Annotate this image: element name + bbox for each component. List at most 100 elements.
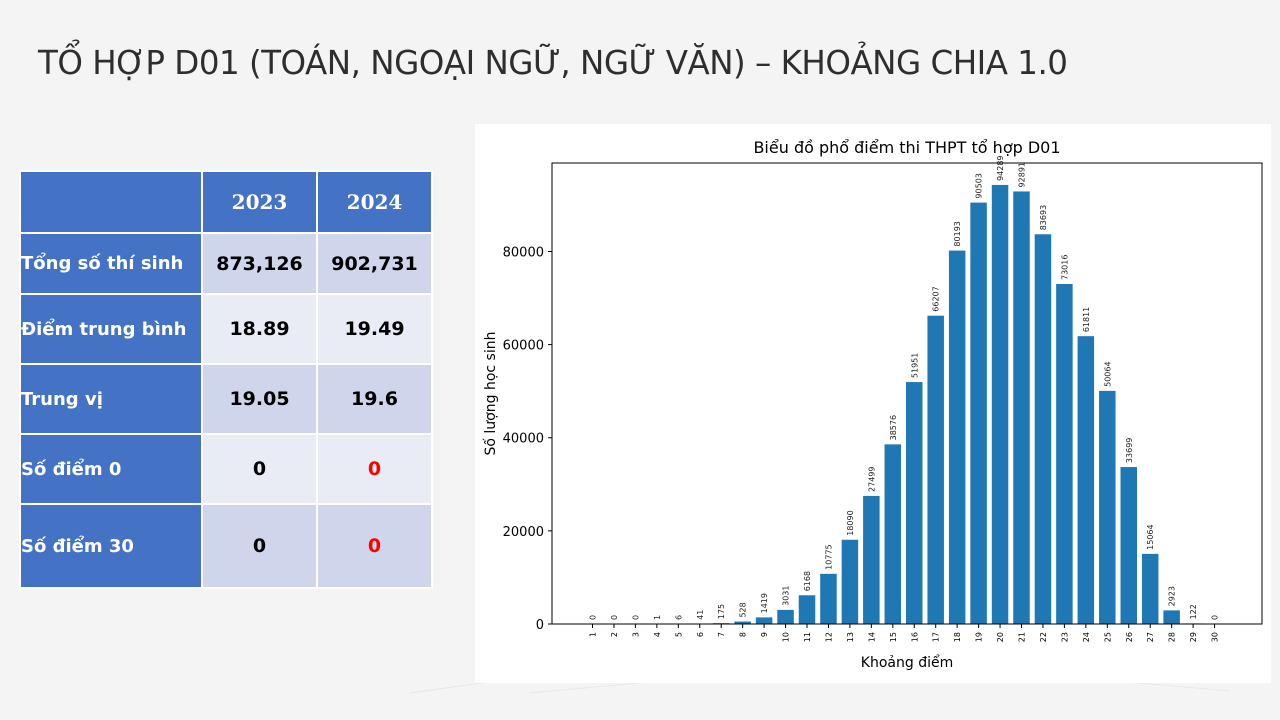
row-label: Số điểm 30 xyxy=(19,503,203,589)
x-tick-label: 18 xyxy=(953,632,962,642)
value-2023: 18.89 xyxy=(201,293,318,365)
table-row: Điểm trung bình 18.89 19.49 xyxy=(19,293,433,365)
data-label: 528 xyxy=(739,602,748,617)
value-2023: 0 xyxy=(201,503,318,589)
value-2024: 19.49 xyxy=(316,293,433,365)
bar xyxy=(1120,467,1137,624)
data-label: 90503 xyxy=(975,173,984,198)
data-label: 92891 xyxy=(1018,162,1027,187)
bar xyxy=(734,621,751,624)
x-tick-label: 8 xyxy=(739,632,748,637)
row-label: Số điểm 0 xyxy=(19,433,203,505)
y-tick-label: 20000 xyxy=(503,525,544,540)
data-label: 0 xyxy=(631,615,640,620)
x-tick-label: 6 xyxy=(696,632,705,637)
x-tick-label: 17 xyxy=(932,632,941,642)
row-label: Điểm trung bình xyxy=(19,293,203,365)
x-tick-label: 25 xyxy=(1103,632,1112,642)
x-tick-label: 28 xyxy=(1168,632,1177,642)
bar xyxy=(1163,610,1180,624)
value-2024: 19.6 xyxy=(316,363,433,435)
value-2024: 902,731 xyxy=(316,232,433,295)
year-header-2024: 2024 xyxy=(316,170,433,234)
chart-title: Biểu đồ phổ điểm thi THPT tổ hợp D01 xyxy=(753,138,1060,157)
bar xyxy=(884,444,902,624)
x-tick-label: 1 xyxy=(589,632,598,637)
x-tick-label: 11 xyxy=(803,632,812,642)
year-header-2023: 2023 xyxy=(201,170,318,234)
data-label: 51951 xyxy=(910,353,919,378)
data-label: 41 xyxy=(696,610,705,620)
x-tick-label: 19 xyxy=(975,632,984,642)
x-tick-label: 24 xyxy=(1082,632,1091,642)
bar xyxy=(970,202,987,624)
row-label: Tổng số thí sinh xyxy=(19,232,203,295)
x-tick-label: 14 xyxy=(867,632,876,642)
x-tick-label: 21 xyxy=(1018,632,1027,642)
x-tick-label: 7 xyxy=(717,632,726,637)
data-label: 0 xyxy=(1211,615,1220,620)
x-tick-label: 15 xyxy=(889,632,898,642)
bar xyxy=(755,617,773,624)
data-label: 6168 xyxy=(803,571,812,591)
x-tick-label: 29 xyxy=(1189,632,1198,642)
bar xyxy=(927,315,944,624)
table-row: Số điểm 0 0 0 xyxy=(19,433,433,505)
x-tick-label: 20 xyxy=(996,632,1005,642)
x-tick-label: 12 xyxy=(824,632,833,642)
bar xyxy=(991,184,1009,624)
bar xyxy=(841,539,859,624)
table-corner-cell xyxy=(19,170,203,234)
y-axis-label: Số lượng học sinh xyxy=(482,332,499,456)
bar xyxy=(1034,234,1052,624)
y-tick-label: 40000 xyxy=(503,432,544,447)
data-label: 66207 xyxy=(932,286,941,311)
x-tick-label: 26 xyxy=(1125,632,1134,642)
x-tick-label: 23 xyxy=(1060,632,1069,642)
data-label: 3031 xyxy=(782,586,791,606)
bar xyxy=(798,595,816,624)
y-tick-label: 60000 xyxy=(503,339,544,354)
x-tick-label: 13 xyxy=(846,632,855,642)
x-tick-label: 10 xyxy=(782,632,791,642)
x-tick-label: 3 xyxy=(631,632,640,637)
value-2023: 19.05 xyxy=(201,363,318,435)
bar xyxy=(906,382,923,624)
bar xyxy=(1056,283,1073,624)
data-label: 50064 xyxy=(1103,361,1112,386)
data-label: 38576 xyxy=(889,415,898,440)
data-label: 61811 xyxy=(1082,307,1091,332)
bar xyxy=(820,573,837,624)
data-label: 1 xyxy=(653,615,662,620)
bar xyxy=(863,495,880,624)
x-tick-label: 5 xyxy=(674,632,683,637)
value-2024-highlighted: 0 xyxy=(316,503,433,589)
score-distribution-chart: Biểu đồ phổ điểm thi THPT tổ hợp D010102… xyxy=(482,138,1263,671)
x-tick-label: 16 xyxy=(910,632,919,642)
data-label: 80193 xyxy=(953,221,962,246)
bar xyxy=(1077,336,1095,624)
bar xyxy=(948,250,966,624)
data-label: 0 xyxy=(610,615,619,620)
table-row: Số điểm 30 0 0 xyxy=(19,503,433,589)
slide-title: TỔ HỢP D01 (TOÁN, NGOẠI NGỮ, NGỮ VĂN) – … xyxy=(38,44,1068,82)
value-2024-highlighted: 0 xyxy=(316,433,433,505)
stats-table: 2023 2024 Tổng số thí sinh 873,126 902,7… xyxy=(19,170,433,589)
bar xyxy=(777,609,794,624)
x-tick-label: 30 xyxy=(1211,632,1220,642)
plot-frame xyxy=(551,162,1263,625)
x-axis-label: Khoảng điểm xyxy=(861,654,953,671)
row-label: Trung vị xyxy=(19,363,203,435)
table-header-row: 2023 2024 xyxy=(19,170,433,234)
data-label: 6 xyxy=(674,615,683,620)
data-label: 10775 xyxy=(824,544,833,569)
y-tick-label: 80000 xyxy=(503,245,544,260)
value-2023: 873,126 xyxy=(201,232,318,295)
data-label: 73016 xyxy=(1060,255,1069,280)
table-row: Tổng số thí sinh 873,126 902,731 xyxy=(19,232,433,295)
value-2023: 0 xyxy=(201,433,318,505)
data-label: 83693 xyxy=(1039,205,1048,230)
data-label: 18090 xyxy=(846,510,855,535)
data-label: 33699 xyxy=(1125,438,1134,463)
data-label: 15064 xyxy=(1146,524,1155,549)
